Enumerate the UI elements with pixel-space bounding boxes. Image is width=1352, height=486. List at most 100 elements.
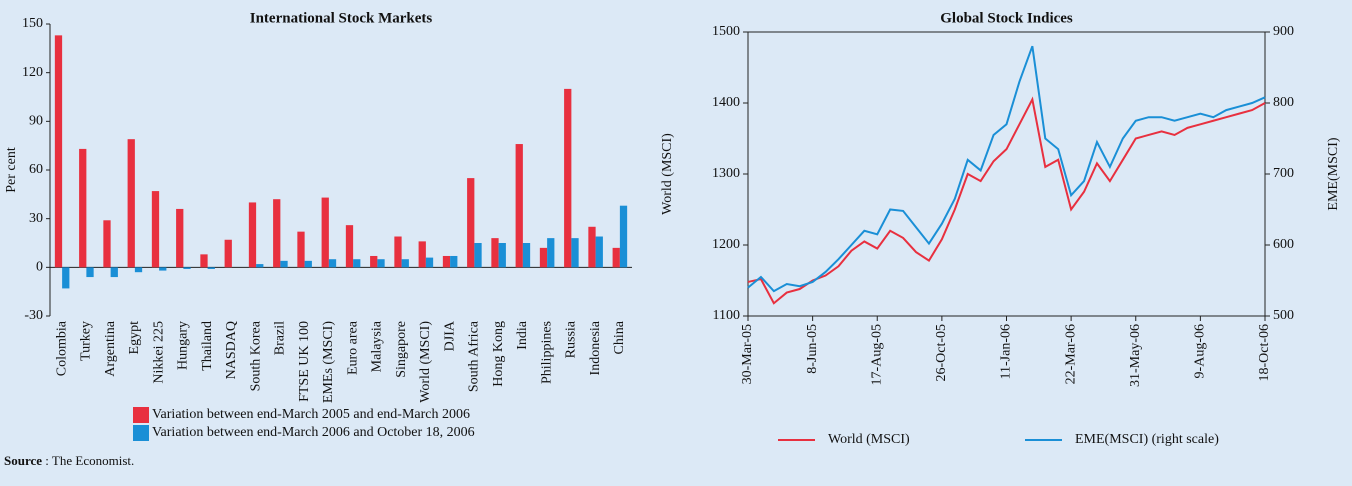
x-tick-label: Indonesia xyxy=(588,320,603,375)
legend-swatch xyxy=(133,425,149,441)
x-tick-label: 31-May-06 xyxy=(1128,324,1143,387)
x-tick-label: Philippines xyxy=(539,321,554,384)
x-tick-label: Hungary xyxy=(176,321,191,370)
line-series xyxy=(747,45,1266,293)
bar xyxy=(256,264,264,268)
bar xyxy=(345,225,354,268)
x-tick-label: Brazil xyxy=(273,321,288,355)
x-tick-label: South Africa xyxy=(467,320,482,392)
bar xyxy=(425,257,434,268)
legend-label: Variation between end-March 2006 and Oct… xyxy=(152,425,475,440)
x-tick-label: 22-Mar-06 xyxy=(1063,324,1078,384)
bar xyxy=(394,236,402,268)
y2-tick-label: 500 xyxy=(1273,308,1294,323)
source-label: Source xyxy=(4,453,43,468)
bar xyxy=(304,260,312,268)
bar xyxy=(588,226,596,268)
bar xyxy=(571,238,579,268)
bar xyxy=(248,202,257,268)
x-tick-label: 11-Jan-06 xyxy=(999,324,1014,379)
bar xyxy=(328,259,337,268)
bar xyxy=(619,205,628,268)
bar xyxy=(401,259,409,268)
chart-title: International Stock Markets xyxy=(250,10,433,26)
x-tick-label: NASDAQ xyxy=(224,321,239,379)
bar xyxy=(62,267,70,289)
bar xyxy=(474,243,482,268)
y-tick-label: 1500 xyxy=(712,24,740,39)
y-tick-label: 1400 xyxy=(712,95,740,110)
y-axis-label: World (MSCI) xyxy=(660,133,675,215)
bar xyxy=(224,239,232,268)
bar xyxy=(297,231,305,268)
y-tick-label: -30 xyxy=(24,308,43,323)
x-tick-label: India xyxy=(515,320,530,350)
y-tick-label: 0 xyxy=(36,260,43,275)
bar xyxy=(418,241,426,268)
x-tick-label: Turkey xyxy=(79,321,94,361)
bar xyxy=(151,191,160,268)
bar xyxy=(321,197,329,268)
y2-tick-label: 800 xyxy=(1273,95,1294,110)
x-tick-label: Nikkei 225 xyxy=(151,321,166,384)
bar xyxy=(86,267,94,278)
x-tick-label: FTSE UK 100 xyxy=(297,321,312,402)
x-tick-label: China xyxy=(612,320,627,354)
bar xyxy=(353,259,361,268)
x-tick-label: EMEs (MSCI) xyxy=(321,321,336,403)
x-tick-label: Euro area xyxy=(345,320,360,375)
bar xyxy=(450,255,458,268)
legend-label: Variation between end-March 2005 and end… xyxy=(152,407,470,422)
x-tick-label: Singapore xyxy=(394,321,409,378)
bar xyxy=(539,247,548,268)
bar xyxy=(110,267,118,278)
bar xyxy=(54,35,63,268)
legend-label: World (MSCI) xyxy=(828,432,910,447)
bar xyxy=(491,238,499,268)
bar xyxy=(547,238,555,268)
x-tick-label: World (MSCI) xyxy=(418,321,433,403)
source-note: Source : The Economist. xyxy=(4,453,134,469)
bar xyxy=(280,260,288,268)
y-tick-label: 1300 xyxy=(712,166,740,181)
x-tick-label: Argentina xyxy=(103,320,118,377)
bar xyxy=(498,243,506,268)
x-tick-label: Malaysia xyxy=(370,320,385,372)
y2-tick-label: 600 xyxy=(1273,237,1294,252)
line-series xyxy=(747,96,1266,305)
bar xyxy=(183,267,191,269)
x-tick-label: DJIA xyxy=(442,320,457,351)
bar xyxy=(377,259,385,268)
bar xyxy=(159,267,167,271)
x-tick-label: South Korea xyxy=(248,320,263,391)
x-tick-label: 9-Aug-06 xyxy=(1193,324,1208,378)
x-tick-label: Hong Kong xyxy=(491,321,506,387)
bar xyxy=(127,139,135,268)
bar xyxy=(79,148,87,268)
bar xyxy=(370,255,378,268)
bar xyxy=(176,208,184,268)
y2-tick-label: 700 xyxy=(1273,166,1294,181)
plot-frame xyxy=(747,31,1266,317)
x-tick-label: Colombia xyxy=(54,320,69,376)
y-axis-label: Per cent xyxy=(4,147,19,193)
x-tick-label: 30-Mar-05 xyxy=(740,324,755,384)
bar xyxy=(467,178,475,268)
y-tick-label: 1200 xyxy=(712,237,740,252)
legend-swatch xyxy=(133,407,149,423)
y-tick-label: 1100 xyxy=(713,308,740,323)
y-tick-label: 30 xyxy=(29,211,43,226)
x-tick-label: Russia xyxy=(564,320,579,358)
x-tick-label: 17-Aug-05 xyxy=(869,324,884,385)
y2-tick-label: 900 xyxy=(1273,24,1294,39)
bar xyxy=(200,254,208,268)
source-text: : The Economist. xyxy=(45,453,135,468)
bar xyxy=(595,236,603,268)
x-tick-label: Thailand xyxy=(200,321,215,371)
legend-label: EME(MSCI) (right scale) xyxy=(1075,432,1219,447)
bar xyxy=(207,267,215,269)
y-tick-label: 120 xyxy=(22,65,43,80)
bar xyxy=(564,88,572,268)
y-tick-label: 90 xyxy=(29,114,43,129)
bar xyxy=(273,199,281,268)
